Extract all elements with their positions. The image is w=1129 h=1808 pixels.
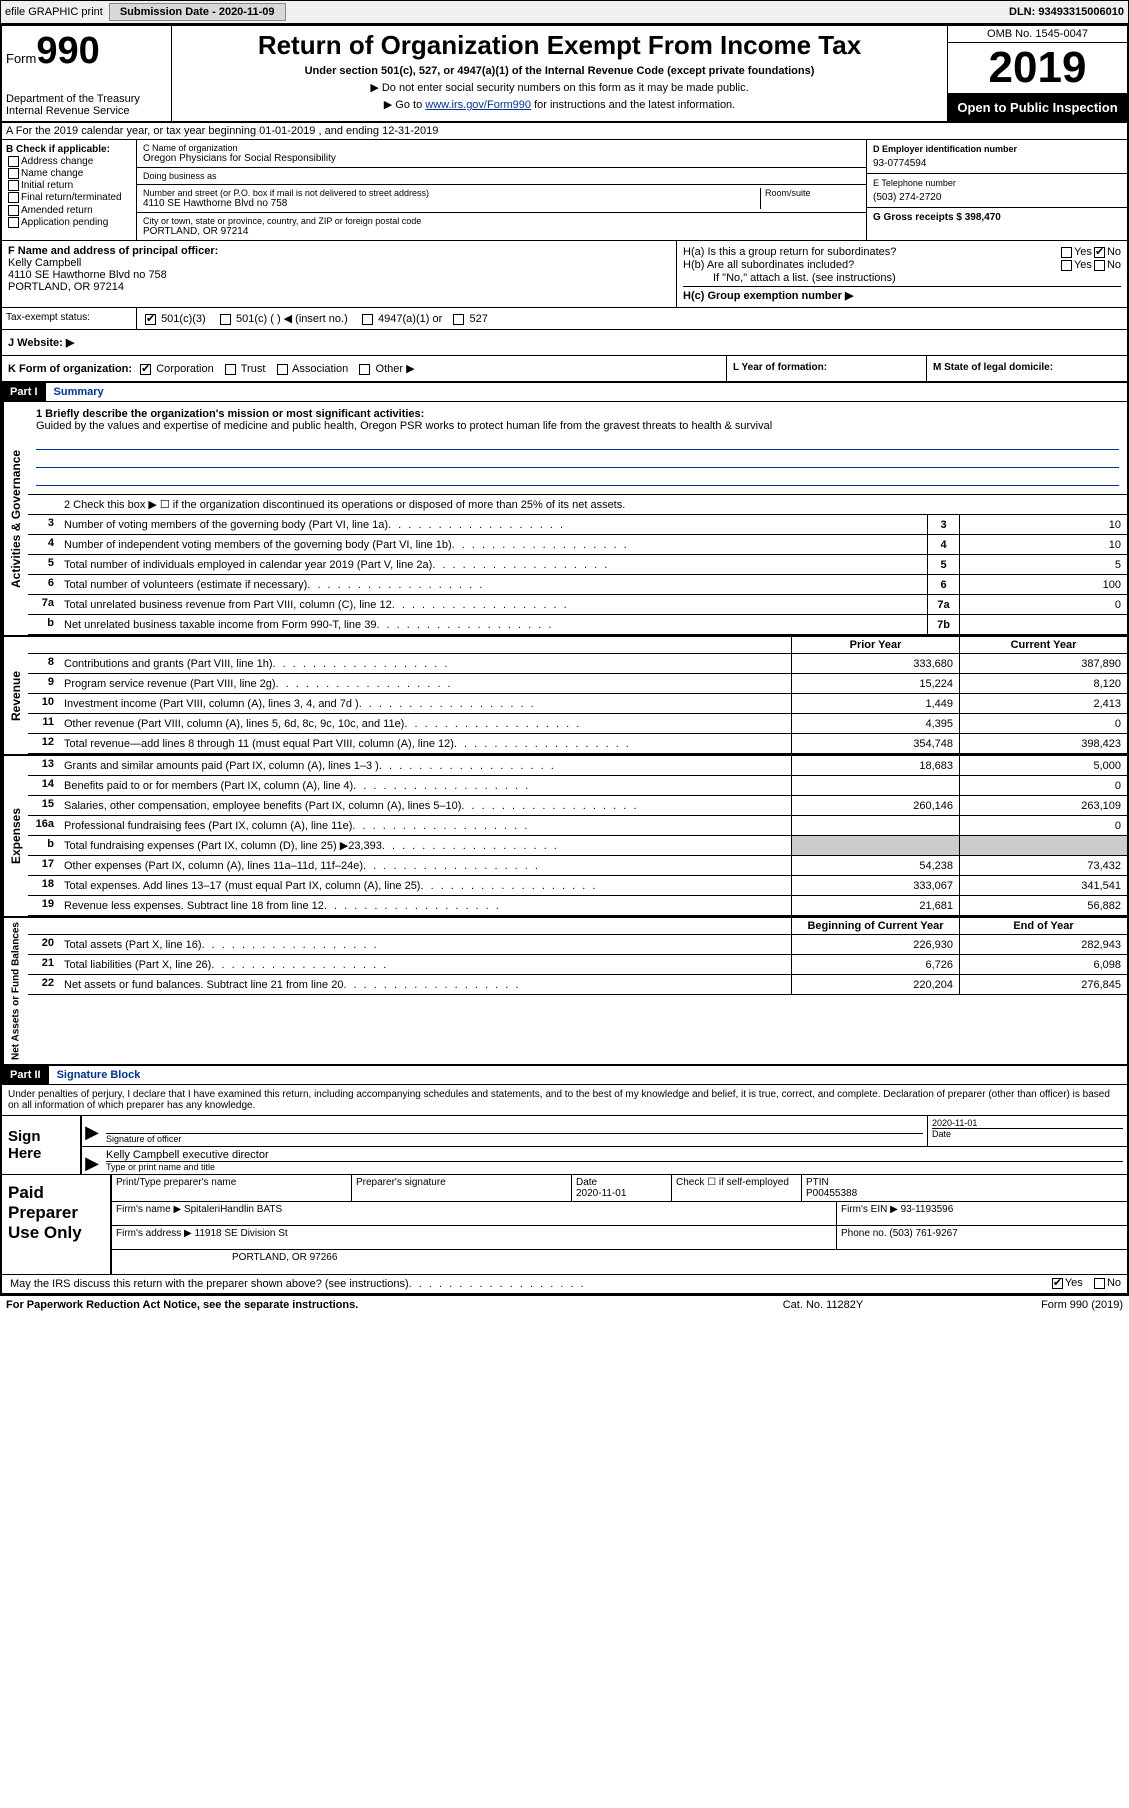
tel-label: E Telephone number xyxy=(873,178,1121,188)
irs-link[interactable]: www.irs.gov/Form990 xyxy=(425,99,531,111)
side-tab-expenses: Expenses xyxy=(2,756,28,916)
table-row: 17 Other expenses (Part IX, column (A), … xyxy=(28,856,1127,876)
irs-label: Internal Revenue Service xyxy=(6,105,167,117)
officer-name: Kelly Campbell xyxy=(8,257,670,269)
hb-note: If "No," attach a list. (see instruction… xyxy=(683,272,1121,284)
form-ref: Form 990 (2019) xyxy=(923,1299,1123,1311)
table-row: b Net unrelated business taxable income … xyxy=(28,615,1127,635)
gross-receipts: G Gross receipts $ 398,470 xyxy=(873,212,1121,223)
cat-no: Cat. No. 11282Y xyxy=(723,1299,923,1311)
firm-phone: (503) 761-9267 xyxy=(889,1228,957,1239)
table-row: 4 Number of independent voting members o… xyxy=(28,535,1127,555)
website-row: J Website: ▶ xyxy=(2,330,1127,356)
form-subtitle: Under section 501(c), 527, or 4947(a)(1)… xyxy=(176,65,943,77)
discuss-question: May the IRS discuss this return with the… xyxy=(10,1278,409,1290)
room-label: Room/suite xyxy=(765,188,860,198)
officer-addr2: PORTLAND, OR 97214 xyxy=(8,281,670,293)
firm-name: SpitaleriHandlin BATS xyxy=(184,1204,282,1215)
dln-label: DLN: 93493315006010 xyxy=(1009,6,1124,18)
table-row: 9 Program service revenue (Part VIII, li… xyxy=(28,674,1127,694)
addr-value: 4110 SE Hawthorne Blvd no 758 xyxy=(143,198,760,209)
tax-status-label: Tax-exempt status: xyxy=(2,308,137,329)
efile-label: efile GRAPHIC print xyxy=(5,6,103,18)
table-row: 8 Contributions and grants (Part VIII, l… xyxy=(28,654,1127,674)
note-ssn: ▶ Do not enter social security numbers o… xyxy=(176,81,943,94)
sig-name-label: Type or print name and title xyxy=(106,1162,1123,1172)
paperwork-notice: For Paperwork Reduction Act Notice, see … xyxy=(6,1299,723,1311)
tel-value: (503) 274-2720 xyxy=(873,192,1121,203)
hb-label: H(b) Are all subordinates included? xyxy=(683,259,1059,271)
open-inspection: Open to Public Inspection xyxy=(948,94,1127,121)
omb-number: OMB No. 1545-0047 xyxy=(948,26,1127,43)
dept-label: Department of the Treasury xyxy=(6,93,167,105)
form-number: Form990 xyxy=(6,30,167,73)
begin-year-head: Beginning of Current Year xyxy=(791,918,959,934)
mission-text: Guided by the values and expertise of me… xyxy=(36,420,1119,432)
part-ii-head: Part II xyxy=(2,1066,49,1084)
sig-officer-label: Signature of officer xyxy=(106,1134,923,1144)
end-year-head: End of Year xyxy=(959,918,1127,934)
declaration-text: Under penalties of perjury, I declare th… xyxy=(2,1085,1127,1115)
side-tab-governance: Activities & Governance xyxy=(2,402,28,635)
sign-here-label: Sign Here xyxy=(2,1116,82,1174)
table-row: 6 Total number of volunteers (estimate i… xyxy=(28,575,1127,595)
ein-label: D Employer identification number xyxy=(873,144,1121,154)
officer-label: F Name and address of principal officer: xyxy=(8,245,670,257)
table-row: 11 Other revenue (Part VIII, column (A),… xyxy=(28,714,1127,734)
table-row: b Total fundraising expenses (Part IX, c… xyxy=(28,836,1127,856)
table-row: 3 Number of voting members of the govern… xyxy=(28,515,1127,535)
side-tab-revenue: Revenue xyxy=(2,637,28,754)
table-row: 22 Net assets or fund balances. Subtract… xyxy=(28,975,1127,995)
table-row: 20 Total assets (Part X, line 16) 226,93… xyxy=(28,935,1127,955)
dba-label: Doing business as xyxy=(143,171,860,181)
mission-label: 1 Briefly describe the organization's mi… xyxy=(36,408,1119,420)
table-row: 16a Professional fundraising fees (Part … xyxy=(28,816,1127,836)
sign-arrow-icon: ▶ xyxy=(82,1116,102,1146)
city-label: City or town, state or province, country… xyxy=(143,216,860,226)
table-row: 14 Benefits paid to or for members (Part… xyxy=(28,776,1127,796)
prep-sig-label: Preparer's signature xyxy=(352,1175,572,1201)
prior-year-head: Prior Year xyxy=(791,637,959,653)
sig-date-label: Date xyxy=(932,1129,1123,1139)
sign-arrow-icon-2: ▶ xyxy=(82,1147,102,1174)
officer-addr1: 4110 SE Hawthorne Blvd no 758 xyxy=(8,269,670,281)
ha-label: H(a) Is this a group return for subordin… xyxy=(683,246,1059,258)
note-link: ▶ Go to www.irs.gov/Form990 for instruct… xyxy=(176,98,943,111)
row-a-period: A For the 2019 calendar year, or tax yea… xyxy=(2,123,1127,140)
table-row: 19 Revenue less expenses. Subtract line … xyxy=(28,896,1127,916)
self-employed-check[interactable]: Check ☐ if self-employed xyxy=(672,1175,802,1201)
firm-addr1: 11918 SE Division St xyxy=(195,1228,288,1239)
submission-date-button[interactable]: Submission Date - 2020-11-09 xyxy=(109,3,286,21)
table-row: 5 Total number of individuals employed i… xyxy=(28,555,1127,575)
firm-ein: 93-1193596 xyxy=(901,1204,954,1215)
table-row: 18 Total expenses. Add lines 13–17 (must… xyxy=(28,876,1127,896)
table-row: 12 Total revenue—add lines 8 through 11 … xyxy=(28,734,1127,754)
ein-value: 93-0774594 xyxy=(873,158,1121,169)
tax-year: 2019 xyxy=(948,43,1127,94)
part-ii-title: Signature Block xyxy=(49,1066,149,1084)
current-year-head: Current Year xyxy=(959,637,1127,653)
table-row: 10 Investment income (Part VIII, column … xyxy=(28,694,1127,714)
table-row: 15 Salaries, other compensation, employe… xyxy=(28,796,1127,816)
city-value: PORTLAND, OR 97214 xyxy=(143,226,860,237)
line2-text: 2 Check this box ▶ ☐ if the organization… xyxy=(60,495,1127,514)
form-title: Return of Organization Exempt From Incom… xyxy=(176,30,943,61)
prep-name-label: Print/Type preparer's name xyxy=(112,1175,352,1201)
side-tab-net: Net Assets or Fund Balances xyxy=(2,918,28,1064)
col-b-checkboxes: B Check if applicable: Address change Na… xyxy=(2,140,137,240)
part-i-title: Summary xyxy=(46,383,112,401)
firm-addr2: PORTLAND, OR 97266 xyxy=(112,1250,1127,1274)
sig-date: 2020-11-01 xyxy=(932,1118,1123,1129)
addr-label: Number and street (or P.O. box if mail i… xyxy=(143,188,760,198)
paid-preparer-label: Paid Preparer Use Only xyxy=(2,1175,112,1274)
table-row: 7a Total unrelated business revenue from… xyxy=(28,595,1127,615)
part-i-head: Part I xyxy=(2,383,46,401)
sig-name: Kelly Campbell executive director xyxy=(106,1149,1123,1162)
table-row: 13 Grants and similar amounts paid (Part… xyxy=(28,756,1127,776)
hc-label: H(c) Group exemption number ▶ xyxy=(683,289,853,302)
org-name-label: C Name of organization xyxy=(143,143,860,153)
org-name: Oregon Physicians for Social Responsibil… xyxy=(143,153,860,164)
table-row: 21 Total liabilities (Part X, line 26) 6… xyxy=(28,955,1127,975)
